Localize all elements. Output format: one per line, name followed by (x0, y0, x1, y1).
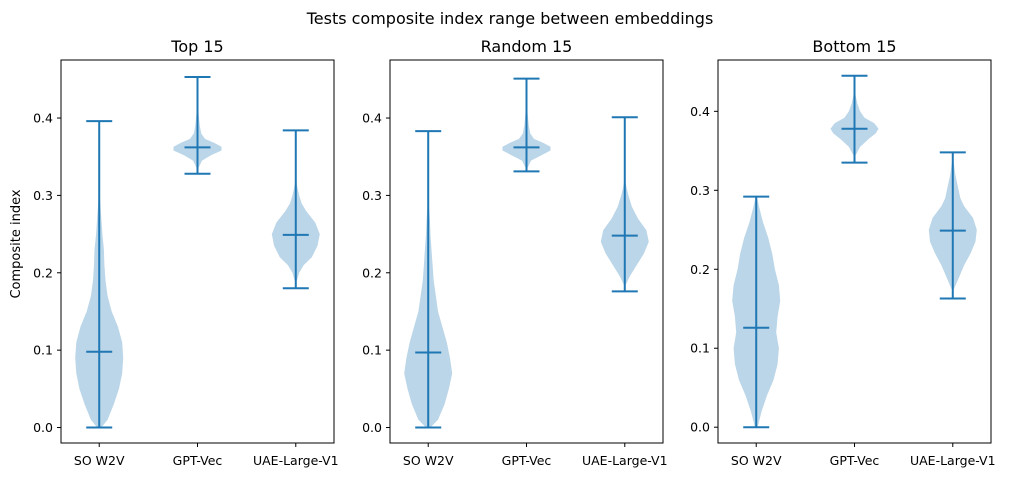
y-tick-label: 0.2 (362, 265, 382, 280)
y-tick-label: 0.3 (362, 188, 382, 203)
x-tick-label: GPT-Vec (173, 453, 223, 468)
x-tick-label: GPT-Vec (830, 453, 880, 468)
x-tick-label: UAE-Large-V1 (582, 453, 668, 468)
subplot-panels: Top 15 0.0 0.1 0.2 0.3 0.4 SO W2V GPT-Vec UAE-La… (33, 37, 995, 468)
figure-suptitle: Tests composite index range between embe… (306, 9, 714, 28)
subplot-1: Top 15 0.0 0.1 0.2 0.3 0.4 SO W2V GPT-Vec UAE-La… (33, 37, 338, 468)
y-tick-label: 0.3 (690, 183, 710, 198)
subplot-3: Bottom 15 0.0 0.1 0.2 0.3 0.4 SO W2V GPT-Vec UAE… (690, 37, 995, 468)
y-axis-label: Composite index (9, 189, 24, 298)
x-tick-label: SO W2V (403, 453, 454, 468)
y-tick-label: 0.0 (33, 420, 53, 435)
y-tick-label: 0.3 (33, 188, 53, 203)
y-tick-label: 0.1 (690, 341, 710, 356)
x-tick-label: GPT-Vec (502, 453, 552, 468)
y-tick-label: 0.4 (33, 111, 53, 126)
y-tick-label: 0.4 (690, 104, 710, 119)
y-tick-label: 0.1 (33, 343, 53, 358)
x-tick-label: SO W2V (74, 453, 125, 468)
y-tick-label: 0.4 (362, 111, 382, 126)
y-tick-label: 0.0 (362, 420, 382, 435)
subplot-2: Random 15 0.0 0.1 0.2 0.3 0.4 SO W2V GPT-Vec UAE… (362, 37, 667, 468)
subplot-title: Top 15 (170, 37, 223, 56)
x-tick-label: UAE-Large-V1 (253, 453, 339, 468)
y-tick-label: 0.2 (33, 265, 53, 280)
y-tick-label: 0.2 (690, 262, 710, 277)
x-tick-label: SO W2V (731, 453, 782, 468)
y-tick-label: 0.1 (362, 343, 382, 358)
x-tick-label: UAE-Large-V1 (910, 453, 996, 468)
subplot-title: Random 15 (481, 37, 573, 56)
subplot-title: Bottom 15 (812, 37, 896, 56)
y-tick-label: 0.0 (690, 420, 710, 435)
